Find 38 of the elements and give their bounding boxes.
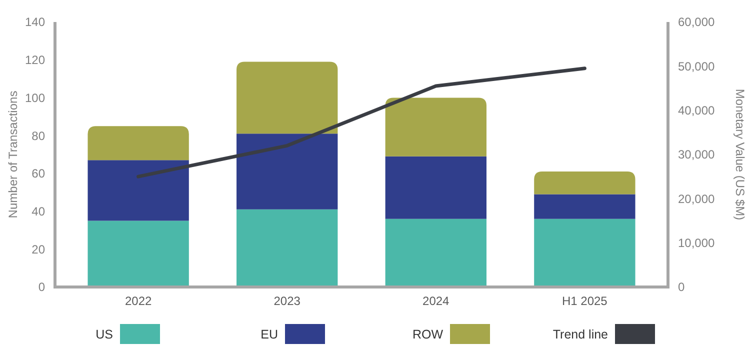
y2-tick-label: 60,000 xyxy=(678,15,716,30)
y-tick-label: 100 xyxy=(24,90,46,105)
x-tick-label: 2024 xyxy=(422,294,450,308)
bar xyxy=(236,209,338,287)
y-tick-label: 20 xyxy=(32,242,46,256)
x-tick-label: H1 2025 xyxy=(562,294,608,308)
x-tick-label: 2022 xyxy=(124,294,152,308)
bar xyxy=(534,194,636,219)
bar xyxy=(236,134,338,210)
y-tick-label: 0 xyxy=(38,280,46,294)
y-tick-label: 140 xyxy=(24,15,46,30)
y2-axis-title: Monetary Value (US $M) xyxy=(733,88,747,220)
y2-tick-label: 40,000 xyxy=(678,104,716,118)
bar xyxy=(534,172,636,194)
bar xyxy=(88,126,189,160)
bar xyxy=(534,218,636,287)
legend-label: US xyxy=(96,327,113,342)
y2-tick-label: 0 xyxy=(678,280,685,294)
bar xyxy=(88,160,189,221)
bar xyxy=(236,62,338,134)
legend-label: ROW xyxy=(412,327,444,342)
bar xyxy=(88,220,189,287)
y2-tick-label: 10,000 xyxy=(678,236,716,250)
y2-tick-label: 50,000 xyxy=(678,59,716,74)
bar xyxy=(385,218,486,287)
y2-tick-label: 20,000 xyxy=(678,192,716,206)
y2-tick-label: 30,000 xyxy=(678,148,716,162)
x-tick-label: 2023 xyxy=(274,294,301,308)
line-series xyxy=(136,66,586,178)
y-tick-label: 60 xyxy=(32,166,46,181)
y-axis-title: Number of Transactions xyxy=(6,90,20,218)
y-tick-label: 40 xyxy=(32,204,46,218)
legend-label: EU xyxy=(260,327,278,342)
bar xyxy=(385,156,486,219)
y-tick-label: 120 xyxy=(24,53,46,68)
legend-label: Trend line xyxy=(552,327,608,342)
bar xyxy=(385,98,486,156)
y-tick-label: 80 xyxy=(32,128,46,143)
